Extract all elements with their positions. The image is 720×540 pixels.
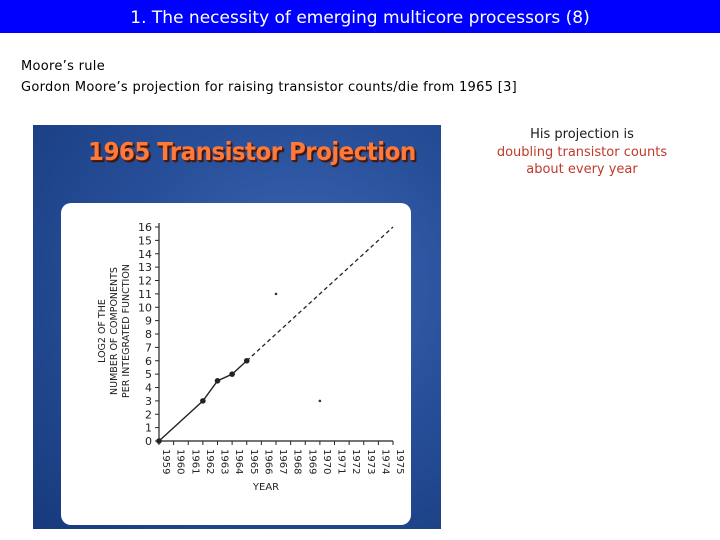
x-tick-label: 1960 [175,449,186,474]
y-tick-label: 5 [145,368,152,381]
stray-point [274,292,278,296]
y-tick-label: 0 [145,435,152,448]
x-tick-label: 1968 [292,449,303,474]
y-tick-label: 3 [145,395,152,408]
y-tick-label: 11 [138,288,152,301]
y-tick-label: 13 [138,261,152,274]
y-tick-label: 15 [138,234,152,247]
y-axis-label-line: NUMBER OF COMPONENTS [109,267,120,395]
x-tick-label: 1959 [160,449,171,474]
x-tick-label: 1964 [233,449,244,474]
chart-panel: 0 1 2 3 4 5 6 7 8 9 10 11 12 13 14 15 16 1959 1960 1961 1962… [61,203,411,525]
y-tick-label: 1 [145,422,152,435]
y-tick-label: 8 [145,328,152,341]
y-axis-label-line: LOG2 OF THE [97,299,108,363]
projection-note: His projection is doubling transistor co… [478,126,686,179]
y-tick-label: 14 [138,248,152,261]
x-axis-label: YEAR [252,482,279,493]
x-tick-label: 1970 [321,449,332,474]
y-axis-label-line: PER INTEGRATED FUNCTION [121,264,132,398]
note-line-2: doubling transistor counts [496,144,668,160]
slide-intro: Moore’s rule Gordon Moore’s projection f… [21,56,517,98]
note-line-3: about every year [526,162,638,177]
y-tick-label: 10 [138,301,152,314]
x-tick-label: 1973 [365,449,376,474]
x-tick-label: 1963 [219,449,230,474]
x-tick-label: 1966 [262,449,273,474]
x-tick-label: 1961 [189,449,200,474]
note-line-1: His projection is [530,127,634,142]
y-tick-label: 2 [145,408,152,421]
intro-line-projection: Gordon Moore’s projection for raising tr… [21,80,518,95]
x-tick-label: 1975 [394,449,405,474]
x-tick-label: 1974 [379,449,390,474]
data-point [214,378,221,384]
y-tick-label: 4 [145,382,152,395]
x-tick-label: 1965 [248,449,259,474]
x-tick-label: 1962 [204,449,215,474]
x-tick-label: 1967 [277,449,288,474]
transistor-projection-figure: 1965 Transistor Projection 0 1 2 3 4 5 6 7 8 9 10 1… [33,125,441,529]
projection-dashed-line [246,226,394,362]
data-point [229,371,235,377]
data-point [156,438,162,444]
intro-line-moores-rule: Moore’s rule [21,59,106,74]
x-tick-label: 1972 [350,449,361,474]
x-tick-label: 1969 [306,449,317,474]
y-tick-label: 6 [145,355,152,368]
x-tick-label: 1971 [336,449,347,474]
figure-title: 1965 Transistor Projection [88,137,416,166]
y-tick-label: 12 [138,275,152,288]
data-point [200,398,206,404]
stray-point [318,399,322,403]
y-tick-label: 9 [145,315,152,328]
slide-title: 1. The necessity of emerging multicore p… [0,0,720,33]
y-tick-label: 7 [145,341,152,354]
y-tick-label: 16 [138,221,152,234]
